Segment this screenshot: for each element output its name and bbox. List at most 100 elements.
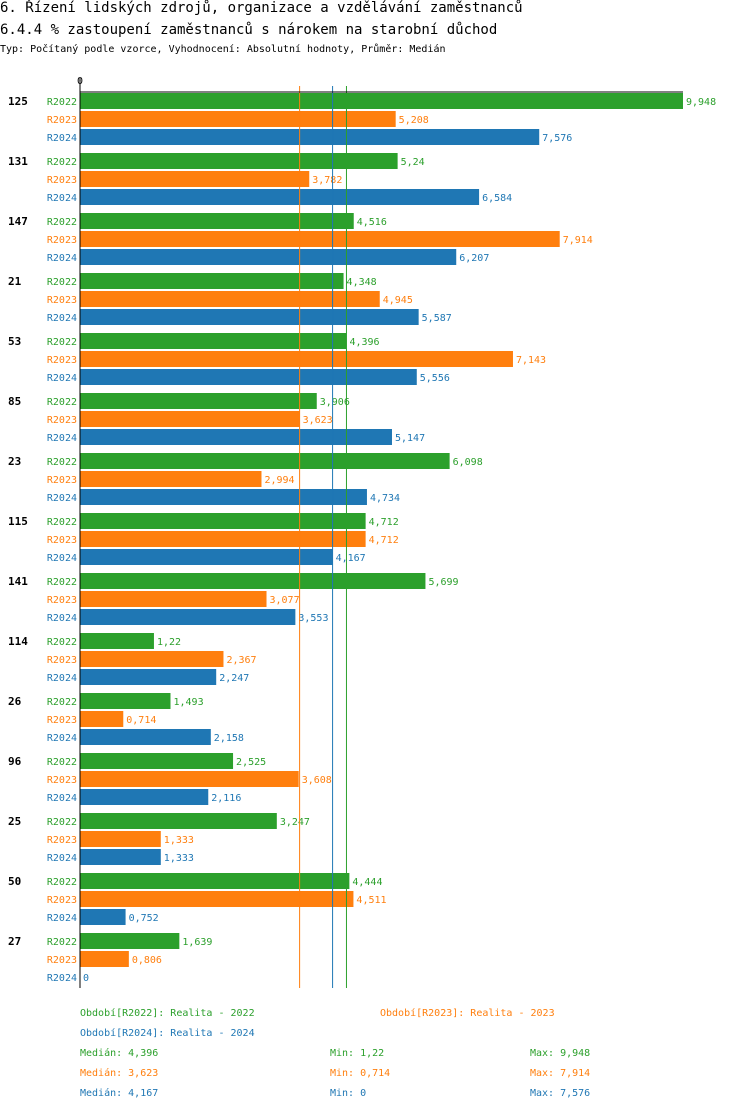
bar-value-label: 1,493 (173, 697, 203, 708)
category-label: 141 (8, 575, 28, 588)
bar-value-label: 5,587 (422, 313, 452, 324)
series-row-label: R2022 (47, 817, 77, 828)
series-row-label: R2022 (47, 397, 77, 408)
series-row-label: R2022 (47, 157, 77, 168)
bar-value-label: 5,556 (420, 373, 450, 384)
bar-value-label: 2,994 (264, 475, 294, 486)
bar (80, 93, 683, 109)
series-row-label: R2022 (47, 697, 77, 708)
category-label: 131 (8, 155, 28, 168)
bar-value-label: 7,143 (516, 355, 546, 366)
chart-title: 6.4.4 % zastoupení zaměstnanců s nárokem… (0, 22, 498, 38)
bar (80, 873, 350, 889)
bar (80, 249, 457, 265)
bar (80, 171, 310, 187)
bar-value-label: 5,208 (399, 115, 429, 126)
bar (80, 831, 161, 847)
series-row-label: R2023 (47, 295, 77, 306)
bar (80, 729, 211, 745)
category-label: 114 (8, 635, 28, 648)
bar (80, 933, 180, 949)
bar-value-label: 0,752 (129, 913, 159, 924)
bar (80, 393, 317, 409)
series-row-label: R2024 (47, 373, 77, 384)
series-row-label: R2023 (47, 715, 77, 726)
series-row-label: R2022 (47, 637, 77, 648)
bar-value-label: 4,712 (369, 535, 399, 546)
bar-value-label: 3,623 (303, 415, 333, 426)
bar-value-label: 4,511 (356, 895, 386, 906)
bar-value-label: 2,158 (214, 733, 244, 744)
bar-value-label: 0,806 (132, 955, 162, 966)
bar-value-label: 3,782 (312, 175, 342, 186)
series-row-label: R2022 (47, 337, 77, 348)
bar (80, 351, 513, 367)
bar-value-label: 2,525 (236, 757, 266, 768)
bar (80, 513, 366, 529)
series-row-label: R2022 (47, 277, 77, 288)
bar-value-label: 3,553 (298, 613, 328, 624)
category-label: 53 (8, 335, 21, 348)
series-row-label: R2024 (47, 913, 77, 924)
series-row-label: R2024 (47, 133, 77, 144)
bar-value-label: 1,22 (157, 637, 181, 648)
bar-value-label: 2,367 (226, 655, 256, 666)
series-row-label: R2023 (47, 415, 77, 426)
series-row-label: R2024 (47, 253, 77, 264)
bar (80, 231, 560, 247)
bar-value-label: 5,24 (401, 157, 425, 168)
bar-value-label: 4,167 (336, 553, 366, 564)
bar (80, 573, 426, 589)
bar (80, 273, 344, 289)
bar (80, 129, 540, 145)
bar-value-label: 1,333 (164, 853, 194, 864)
category-label: 50 (8, 875, 21, 888)
category-label: 27 (8, 935, 21, 948)
series-row-label: R2023 (47, 475, 77, 486)
series-row-label: R2024 (47, 193, 77, 204)
bar-value-label: 4,444 (352, 877, 382, 888)
bar-value-label: 4,396 (349, 337, 379, 348)
bar (80, 789, 209, 805)
series-row-label: R2022 (47, 217, 77, 228)
chart-section-title: 6. Řízení lidských zdrojů, organizace a … (0, 0, 523, 16)
series-row-label: R2023 (47, 895, 77, 906)
category-label: 96 (8, 755, 22, 768)
bar (80, 849, 161, 865)
bar-value-label: 2,247 (219, 673, 249, 684)
bar (80, 111, 396, 127)
series-row-label: R2024 (47, 853, 77, 864)
series-row-label: R2022 (47, 457, 77, 468)
series-row-label: R2024 (47, 733, 77, 744)
series-row-label: R2024 (47, 313, 77, 324)
series-row-label: R2023 (47, 535, 77, 546)
bar (80, 453, 450, 469)
bar-value-label: 4,348 (347, 277, 377, 288)
bar-value-label: 2,116 (211, 793, 241, 804)
series-row-label: R2024 (47, 493, 77, 504)
series-row-label: R2023 (47, 115, 77, 126)
bar-value-label: 5,699 (428, 577, 458, 588)
bar-value-label: 4,945 (383, 295, 413, 306)
bar-value-label: 6,098 (453, 457, 483, 468)
category-label: 85 (8, 395, 21, 408)
bar-value-label: 1,639 (182, 937, 212, 948)
chart-subtitle: Typ: Počítaný podle vzorce, Vyhodnocení:… (0, 44, 446, 55)
bar (80, 549, 333, 565)
series-row-label: R2023 (47, 835, 77, 846)
series-row-label: R2023 (47, 595, 77, 606)
bar (80, 309, 419, 325)
bar (80, 633, 154, 649)
bar (80, 213, 354, 229)
bar-value-label: 1,333 (164, 835, 194, 846)
bar-value-label: 0,714 (126, 715, 156, 726)
category-label: 23 (8, 455, 21, 468)
category-label: 115 (8, 515, 28, 528)
bar (80, 489, 367, 505)
bar (80, 153, 398, 169)
series-row-label: R2022 (47, 877, 77, 888)
bar (80, 333, 347, 349)
series-row-label: R2023 (47, 355, 77, 366)
bar-value-label: 4,734 (370, 493, 400, 504)
category-label: 147 (8, 215, 28, 228)
